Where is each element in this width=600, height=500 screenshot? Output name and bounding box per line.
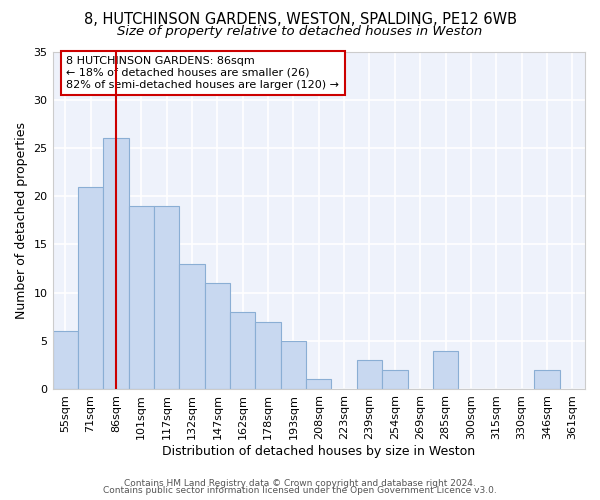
Bar bbox=[256, 322, 281, 389]
Text: Contains HM Land Registry data © Crown copyright and database right 2024.: Contains HM Land Registry data © Crown c… bbox=[124, 478, 476, 488]
Bar bbox=[433, 350, 458, 389]
Bar bbox=[534, 370, 560, 389]
Bar bbox=[357, 360, 382, 389]
Y-axis label: Number of detached properties: Number of detached properties bbox=[15, 122, 28, 319]
Bar bbox=[53, 331, 78, 389]
Bar bbox=[103, 138, 128, 389]
Bar bbox=[281, 341, 306, 389]
Bar bbox=[78, 186, 103, 389]
Bar bbox=[382, 370, 407, 389]
Text: Size of property relative to detached houses in Weston: Size of property relative to detached ho… bbox=[118, 25, 482, 38]
Text: Contains public sector information licensed under the Open Government Licence v3: Contains public sector information licen… bbox=[103, 486, 497, 495]
Bar bbox=[179, 264, 205, 389]
Bar bbox=[230, 312, 256, 389]
Bar bbox=[306, 380, 331, 389]
Text: 8 HUTCHINSON GARDENS: 86sqm
← 18% of detached houses are smaller (26)
82% of sem: 8 HUTCHINSON GARDENS: 86sqm ← 18% of det… bbox=[67, 56, 340, 90]
X-axis label: Distribution of detached houses by size in Weston: Distribution of detached houses by size … bbox=[162, 444, 475, 458]
Bar bbox=[128, 206, 154, 389]
Bar bbox=[154, 206, 179, 389]
Text: 8, HUTCHINSON GARDENS, WESTON, SPALDING, PE12 6WB: 8, HUTCHINSON GARDENS, WESTON, SPALDING,… bbox=[83, 12, 517, 28]
Bar bbox=[205, 283, 230, 389]
